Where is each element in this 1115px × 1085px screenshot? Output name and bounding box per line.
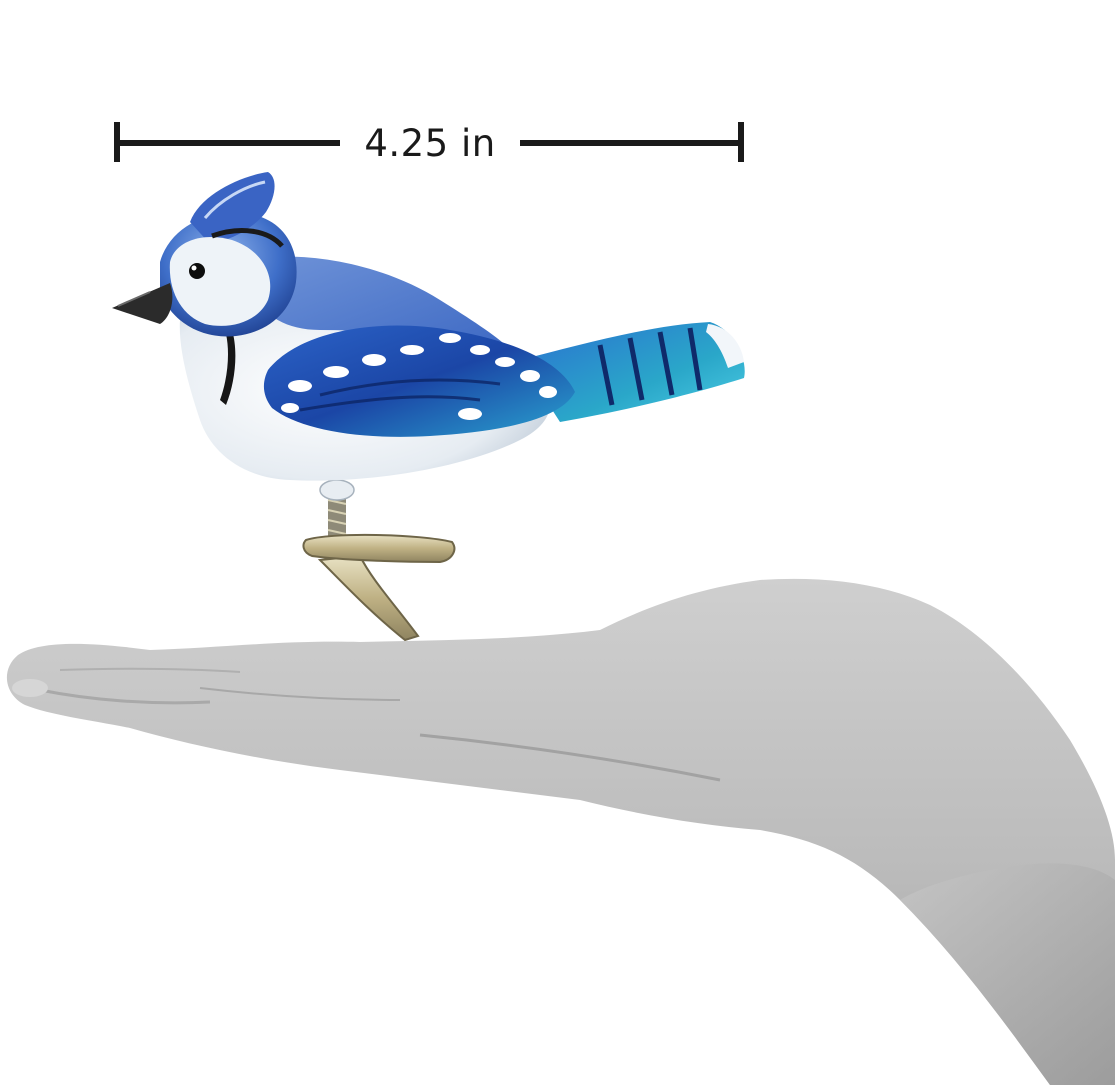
eye-highlight: [192, 266, 197, 271]
dimension-label: 4.25 in: [340, 118, 520, 170]
bird-beak: [112, 283, 172, 324]
hand-palm: [7, 579, 1115, 1085]
dimension-line-left: [114, 140, 357, 146]
dimension-line-right: [506, 140, 744, 146]
clip-cap: [320, 480, 354, 500]
bird-eye: [189, 263, 205, 279]
hand-wrist: [900, 863, 1115, 1085]
fingernail: [12, 679, 48, 697]
ornament-clip: [304, 480, 455, 640]
clip-jaw-upper: [304, 535, 455, 562]
clip-jaw-lower: [320, 556, 418, 640]
hand: [7, 579, 1115, 1085]
blue-jay-ornament: [112, 172, 745, 481]
dimension-right-cap: [738, 122, 744, 162]
